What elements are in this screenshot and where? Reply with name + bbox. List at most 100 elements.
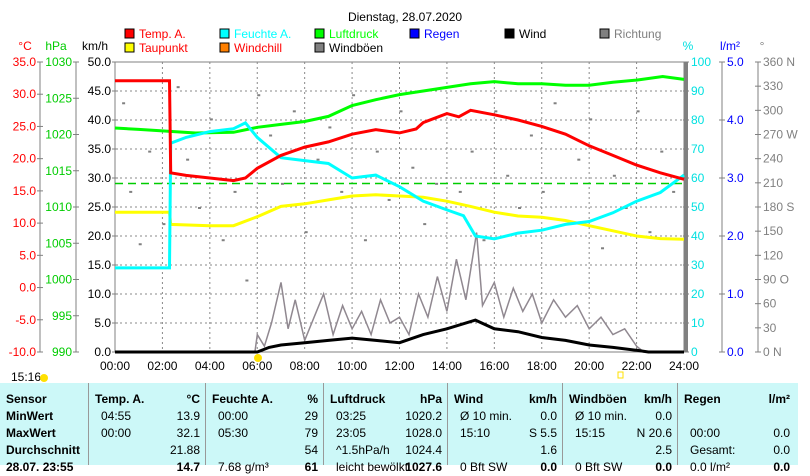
- series-windböen: [115, 232, 684, 353]
- direction-point: [375, 150, 379, 153]
- cell-value: 14.7: [176, 460, 200, 474]
- table-row: 7.68 g/m³ 61: [212, 459, 318, 476]
- table-row: 14.7: [95, 459, 200, 476]
- cell-value: 1028.0: [405, 426, 442, 440]
- series-temp-a-: [115, 79, 685, 183]
- cell-value: N 20.6: [636, 426, 672, 440]
- table-column: Windböen km/h Ø 10 min. 0.0 15:15 N 20.6 2.5 0 …: [562, 383, 678, 474]
- direction-point: [257, 94, 261, 97]
- cell-label: 03:25: [336, 409, 367, 423]
- pressure-tick-label: 1010: [45, 200, 72, 214]
- pressure-tick-label: 995: [52, 309, 72, 323]
- humidity-tick-label: 100: [691, 55, 711, 69]
- cell-label: 00:00: [101, 426, 132, 440]
- direction-point: [541, 190, 545, 193]
- cell-label: 0 Bft SW: [575, 460, 623, 474]
- x-tick-label: 14:00: [432, 359, 462, 373]
- x-tick-label: 08:00: [290, 359, 320, 373]
- direction-tick-label: 120: [763, 248, 783, 262]
- cell-label: 0 Bft SW: [460, 460, 508, 474]
- rain-tick-label: 0.0: [727, 345, 744, 359]
- cell-value: 54: [304, 443, 318, 457]
- legend-label: Taupunkt: [139, 41, 188, 55]
- direction-point: [612, 174, 616, 177]
- direction-point: [316, 158, 320, 161]
- rain-tick-label: 2.0: [727, 229, 744, 243]
- humidity-tick-label: 70: [691, 142, 705, 156]
- direction-tick-label: 90 O: [763, 273, 789, 287]
- direction-point: [280, 182, 284, 185]
- direction-tick-label: 300: [763, 103, 783, 117]
- column-header: Luftdruck: [330, 392, 386, 406]
- cell-label: ^1.5hPa/h: [336, 443, 390, 457]
- column-unit: km/h: [528, 392, 557, 406]
- table-row: 04:55 13.9: [95, 408, 200, 425]
- rain-tick-label: 3.0: [727, 171, 744, 185]
- legend-swatch: [409, 28, 420, 39]
- table-row: 2.5: [569, 442, 672, 459]
- temp-tick-label: 25.0: [13, 119, 37, 133]
- direction-point: [233, 190, 237, 193]
- direction-point: [648, 231, 652, 234]
- sun-icon: [40, 374, 48, 382]
- direction-tick-label: 180 S: [763, 200, 794, 214]
- legend-swatch: [124, 28, 135, 39]
- column-header: Windböen: [569, 392, 627, 406]
- direction-point: [624, 207, 628, 209]
- direction-point: [601, 247, 605, 250]
- direction-point: [328, 126, 332, 129]
- table-row: Ø 10 min. 0.0: [454, 408, 557, 425]
- cell-label: MaxWert: [6, 426, 56, 440]
- direction-tick-label: 60: [763, 297, 777, 311]
- pressure-unit: hPa: [45, 39, 67, 53]
- wind-unit: km/h: [82, 39, 108, 53]
- temp-tick-label: 20.0: [13, 152, 37, 166]
- legend-label: Feuchte A.: [234, 27, 291, 41]
- table-row: 1.6: [454, 442, 557, 459]
- humidity-tick-label: 30: [691, 258, 705, 272]
- cell-label: Gesamt:: [690, 443, 736, 457]
- direction-point: [304, 231, 308, 234]
- table-row: 03:25 1020.2: [330, 408, 442, 425]
- x-tick-label: 24:00: [669, 359, 699, 373]
- table-row: Durchschnitt: [6, 442, 82, 459]
- cell-label: Durchschnitt: [6, 443, 81, 457]
- temp-tick-label: 30.0: [13, 87, 37, 101]
- table-row: MinWert: [6, 408, 82, 425]
- cell-value: 0.0: [540, 460, 557, 474]
- legend-label: Regen: [424, 27, 459, 41]
- pressure-tick-label: 1005: [45, 236, 72, 250]
- direction-tick-label: 240: [763, 152, 783, 166]
- column-unit: km/h: [643, 392, 672, 406]
- direction-point: [269, 134, 273, 137]
- direction-tick-label: 210: [763, 176, 783, 190]
- table-row: 21.88: [95, 442, 200, 459]
- direction-point: [470, 150, 474, 153]
- direction-point: [176, 86, 180, 89]
- pressure-tick-label: 1025: [45, 91, 72, 105]
- wind-tick-label: 35.0: [88, 142, 112, 156]
- temp-tick-label: 5.0: [19, 248, 36, 262]
- x-tick-label: 00:00: [100, 359, 130, 373]
- status-time: 15:16: [11, 370, 41, 384]
- direction-point: [553, 102, 557, 105]
- direction-point: [186, 158, 190, 161]
- legend-swatch: [314, 42, 325, 53]
- temp-tick-label: -5.0: [15, 313, 36, 327]
- direction-point: [221, 239, 225, 242]
- direction-point: [458, 190, 462, 193]
- x-tick-label: 20:00: [574, 359, 604, 373]
- pressure-tick-label: 1020: [45, 128, 72, 142]
- column-unit: %: [307, 392, 318, 406]
- column-unit: l/m²: [768, 392, 790, 406]
- column-header: Wind: [454, 392, 484, 406]
- direction-tick-label: 270 W: [763, 128, 798, 142]
- temp-tick-label: -10.0: [9, 345, 37, 359]
- cell-label: 0.0 l/m²: [690, 460, 731, 474]
- legend-label: Windböen: [329, 41, 383, 55]
- column-unit: °C: [186, 392, 200, 406]
- cell-value: 0.0: [655, 409, 672, 423]
- direction-point: [423, 223, 427, 226]
- wind-tick-label: 45.0: [88, 84, 112, 98]
- cell-value: 1020.2: [405, 409, 442, 423]
